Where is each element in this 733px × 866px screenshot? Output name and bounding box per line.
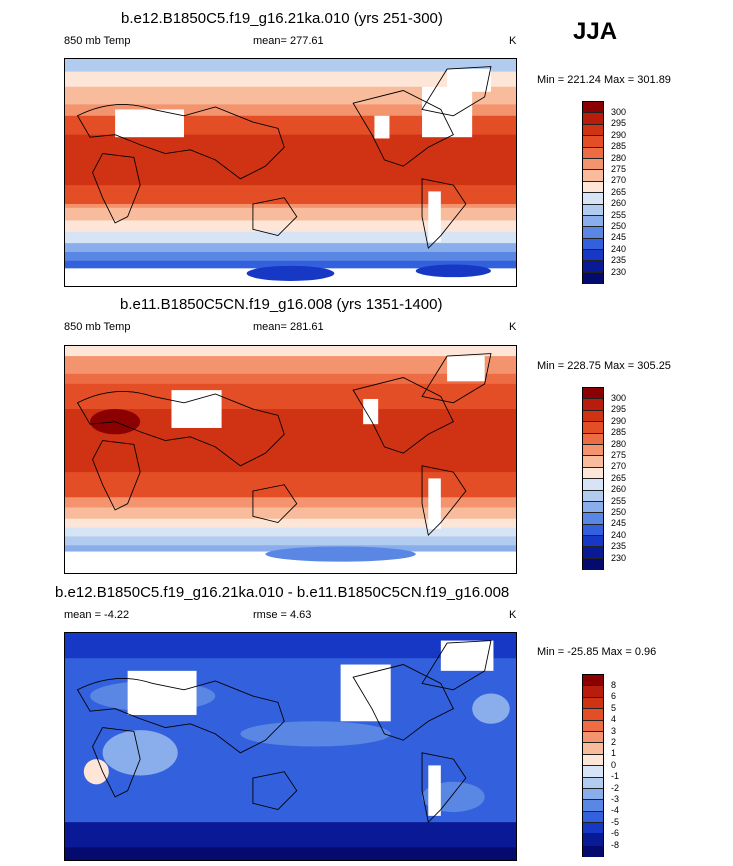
colorbar-tick: 4 xyxy=(611,714,617,724)
colorbar-tick: 290 xyxy=(611,130,627,140)
panel-2-variable-label: 850 mb Temp xyxy=(64,321,131,333)
colorbar-tick: 280 xyxy=(611,439,627,449)
panel-1-map-canvas xyxy=(65,59,516,286)
panel-1-minmax: Min = 221.24 Max = 301.89 xyxy=(537,74,671,86)
colorbar-tick: 295 xyxy=(611,404,627,414)
colorbar-tick: 240 xyxy=(611,244,627,254)
colorbar-tick: 235 xyxy=(611,255,627,265)
colorbar-tick: 275 xyxy=(611,450,627,460)
panel-3-colorbar xyxy=(582,674,604,858)
colorbar-tick: 250 xyxy=(611,221,627,231)
colorbar-tick: -5 xyxy=(611,817,620,827)
panel-2-minmax: Min = 228.75 Max = 305.25 xyxy=(537,360,671,372)
colorbar-tick: 255 xyxy=(611,210,627,220)
colorbar-tick: 275 xyxy=(611,164,627,174)
colorbar-tick: 230 xyxy=(611,553,627,563)
panel-1-colorbar xyxy=(582,101,604,285)
panel-2-title: b.e11.B1850C5CN.f19_g16.008 (yrs 1351-14… xyxy=(120,296,443,313)
season-label: JJA xyxy=(573,18,618,45)
panel-2-mean-label: mean= 281.61 xyxy=(253,321,324,333)
colorbar-tick: 6 xyxy=(611,691,617,701)
colorbar-tick: 240 xyxy=(611,530,627,540)
colorbar-tick: -6 xyxy=(611,828,620,838)
panel-3-minmax: Min = -25.85 Max = 0.96 xyxy=(537,646,657,658)
colorbar-tick: 260 xyxy=(611,484,627,494)
panel-2-map-canvas xyxy=(65,346,516,573)
colorbar-tick: 285 xyxy=(611,141,627,151)
colorbar-tick: 5 xyxy=(611,703,617,713)
panel-2-map xyxy=(64,345,517,574)
panel-3-map xyxy=(64,632,517,861)
colorbar-tick: -8 xyxy=(611,840,620,850)
panel-1-map xyxy=(64,58,517,287)
panel-2-units-label: K xyxy=(509,321,517,333)
colorbar-tick: 270 xyxy=(611,175,627,185)
panel-3-mean-label: mean = -4.22 xyxy=(64,609,130,621)
colorbar-tick: 8 xyxy=(611,680,617,690)
colorbar-tick: 1 xyxy=(611,748,617,758)
colorbar-tick: 3 xyxy=(611,726,617,736)
colorbar-tick: -4 xyxy=(611,805,620,815)
colorbar-tick: 265 xyxy=(611,473,627,483)
colorbar-tick: -3 xyxy=(611,794,620,804)
colorbar-tick: 2 xyxy=(611,737,617,747)
colorbar-tick: 245 xyxy=(611,232,627,242)
colorbar-tick: -2 xyxy=(611,783,620,793)
colorbar-tick: 265 xyxy=(611,187,627,197)
panel-1-title: b.e12.B1850C5.f19_g16.21ka.010 (yrs 251-… xyxy=(121,10,443,27)
panel-3-map-canvas xyxy=(65,633,516,860)
colorbar-tick: 290 xyxy=(611,416,627,426)
panel-1-units-label: K xyxy=(509,35,517,47)
colorbar-tick: 295 xyxy=(611,118,627,128)
colorbar-tick: 300 xyxy=(611,393,627,403)
colorbar-tick: -1 xyxy=(611,771,620,781)
colorbar-tick: 280 xyxy=(611,153,627,163)
colorbar-tick: 230 xyxy=(611,267,627,277)
colorbar-tick: 250 xyxy=(611,507,627,517)
colorbar-tick: 270 xyxy=(611,461,627,471)
panel-1-mean-label: mean= 277.61 xyxy=(253,35,324,47)
panel-3-units-label: K xyxy=(509,609,517,621)
colorbar-tick: 300 xyxy=(611,107,627,117)
colorbar-tick: 0 xyxy=(611,760,617,770)
panel-3-rmse-label: rmse = 4.63 xyxy=(253,609,312,621)
colorbar-tick: 245 xyxy=(611,518,627,528)
colorbar-tick: 285 xyxy=(611,427,627,437)
panel-2-colorbar xyxy=(582,387,604,571)
colorbar-tick: 235 xyxy=(611,541,627,551)
colorbar-tick: 260 xyxy=(611,198,627,208)
panel-1-variable-label: 850 mb Temp xyxy=(64,35,131,47)
panel-3-title: b.e12.B1850C5.f19_g16.21ka.010 - b.e11.B… xyxy=(55,584,510,601)
colorbar-tick: 255 xyxy=(611,496,627,506)
